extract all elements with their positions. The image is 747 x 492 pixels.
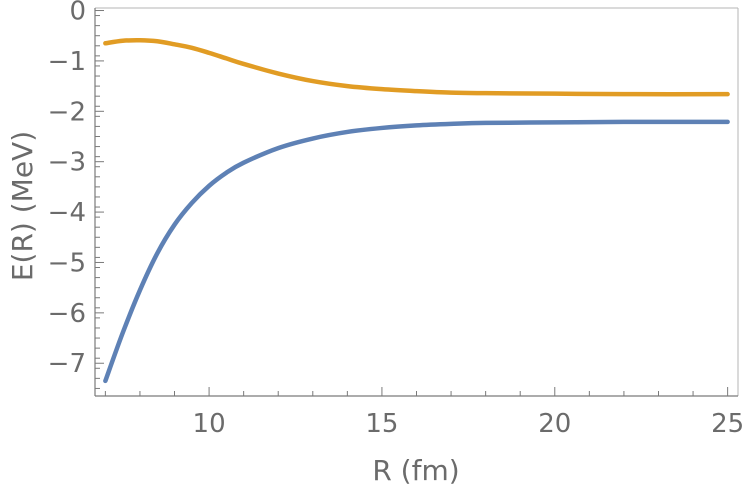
series-layer <box>103 37 730 384</box>
y-tick-label: −4 <box>48 198 86 228</box>
y-axis-label: E(R) (MeV) <box>6 131 39 281</box>
x-axis-label: R (fm) <box>372 454 459 487</box>
y-tick-label: −6 <box>48 299 86 329</box>
x-tick-label: 10 <box>193 409 226 439</box>
y-tick-label: 0 <box>69 0 86 27</box>
y-tick-label: −7 <box>48 349 86 379</box>
series-line-1 <box>103 119 730 384</box>
x-tick-label: 20 <box>538 409 571 439</box>
x-tick-label: 15 <box>365 409 398 439</box>
plot-frame <box>95 7 739 396</box>
y-tick-label: −1 <box>48 47 86 77</box>
series-line-2 <box>103 37 730 97</box>
x-tick-label: 25 <box>711 409 744 439</box>
y-tick-label: −3 <box>48 148 86 178</box>
ticks: 10 15 20 25 0 −1 −2 −3 −4 −5 −6 −7 <box>48 0 745 439</box>
y-tick-label: −5 <box>48 248 86 278</box>
y-tick-label: −2 <box>48 97 86 127</box>
